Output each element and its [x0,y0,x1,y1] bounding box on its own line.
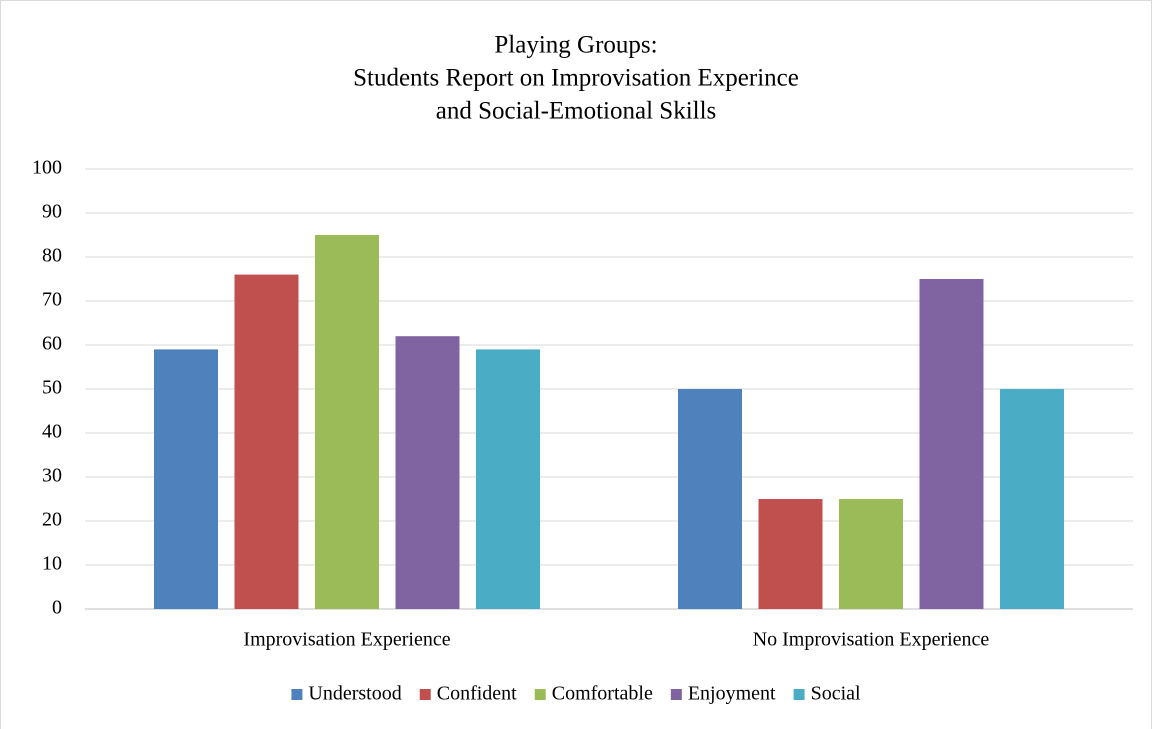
y-tick-label: 30 [42,465,62,487]
bar [758,499,823,609]
bar [154,349,218,609]
bar [919,279,984,609]
legend-swatch [291,689,303,700]
y-tick-label: 100 [32,157,62,179]
bar [234,274,299,609]
bar [839,499,903,609]
y-tick-label: 60 [42,333,62,355]
y-tick-label: 20 [42,509,62,531]
y-tick-label: 40 [42,421,62,443]
bar [476,349,540,609]
bar [395,336,460,609]
y-tick-label: 0 [52,597,62,619]
legend-label: Confident [437,683,517,705]
y-tick-label: 50 [42,377,62,399]
x-tick-label: Improvisation Experience [243,629,450,651]
chart-title: Students Report on Improvisation Experin… [353,65,799,92]
y-tick-label: 70 [42,289,62,311]
y-tick-label: 10 [42,553,62,575]
legend-label: Comfortable [552,683,653,705]
legend-swatch [793,689,805,700]
legend-label: Social [811,683,861,705]
legend-swatch [419,689,431,700]
y-tick-label: 80 [42,245,62,267]
chart-title: and Social-Emotional Skills [436,98,717,125]
bar [1000,389,1064,609]
chart-title: Playing Groups: [494,32,657,59]
y-tick-label: 90 [42,201,62,223]
bar [315,235,379,609]
x-tick-label: No Improvisation Experience [753,629,990,651]
legend-swatch [670,689,682,700]
bar [678,389,742,609]
legend-swatch [534,689,546,700]
legend-label: Understood [308,683,401,705]
legend-label: Enjoyment [688,683,776,705]
